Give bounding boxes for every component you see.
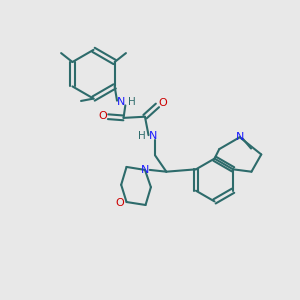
Text: H: H xyxy=(128,97,136,106)
Text: O: O xyxy=(158,98,167,108)
Text: N: N xyxy=(117,97,125,107)
Text: N: N xyxy=(236,132,244,142)
Text: N: N xyxy=(148,131,157,141)
Text: O: O xyxy=(98,111,107,121)
Text: H: H xyxy=(137,131,145,141)
Text: O: O xyxy=(116,199,124,208)
Text: N: N xyxy=(141,165,149,175)
